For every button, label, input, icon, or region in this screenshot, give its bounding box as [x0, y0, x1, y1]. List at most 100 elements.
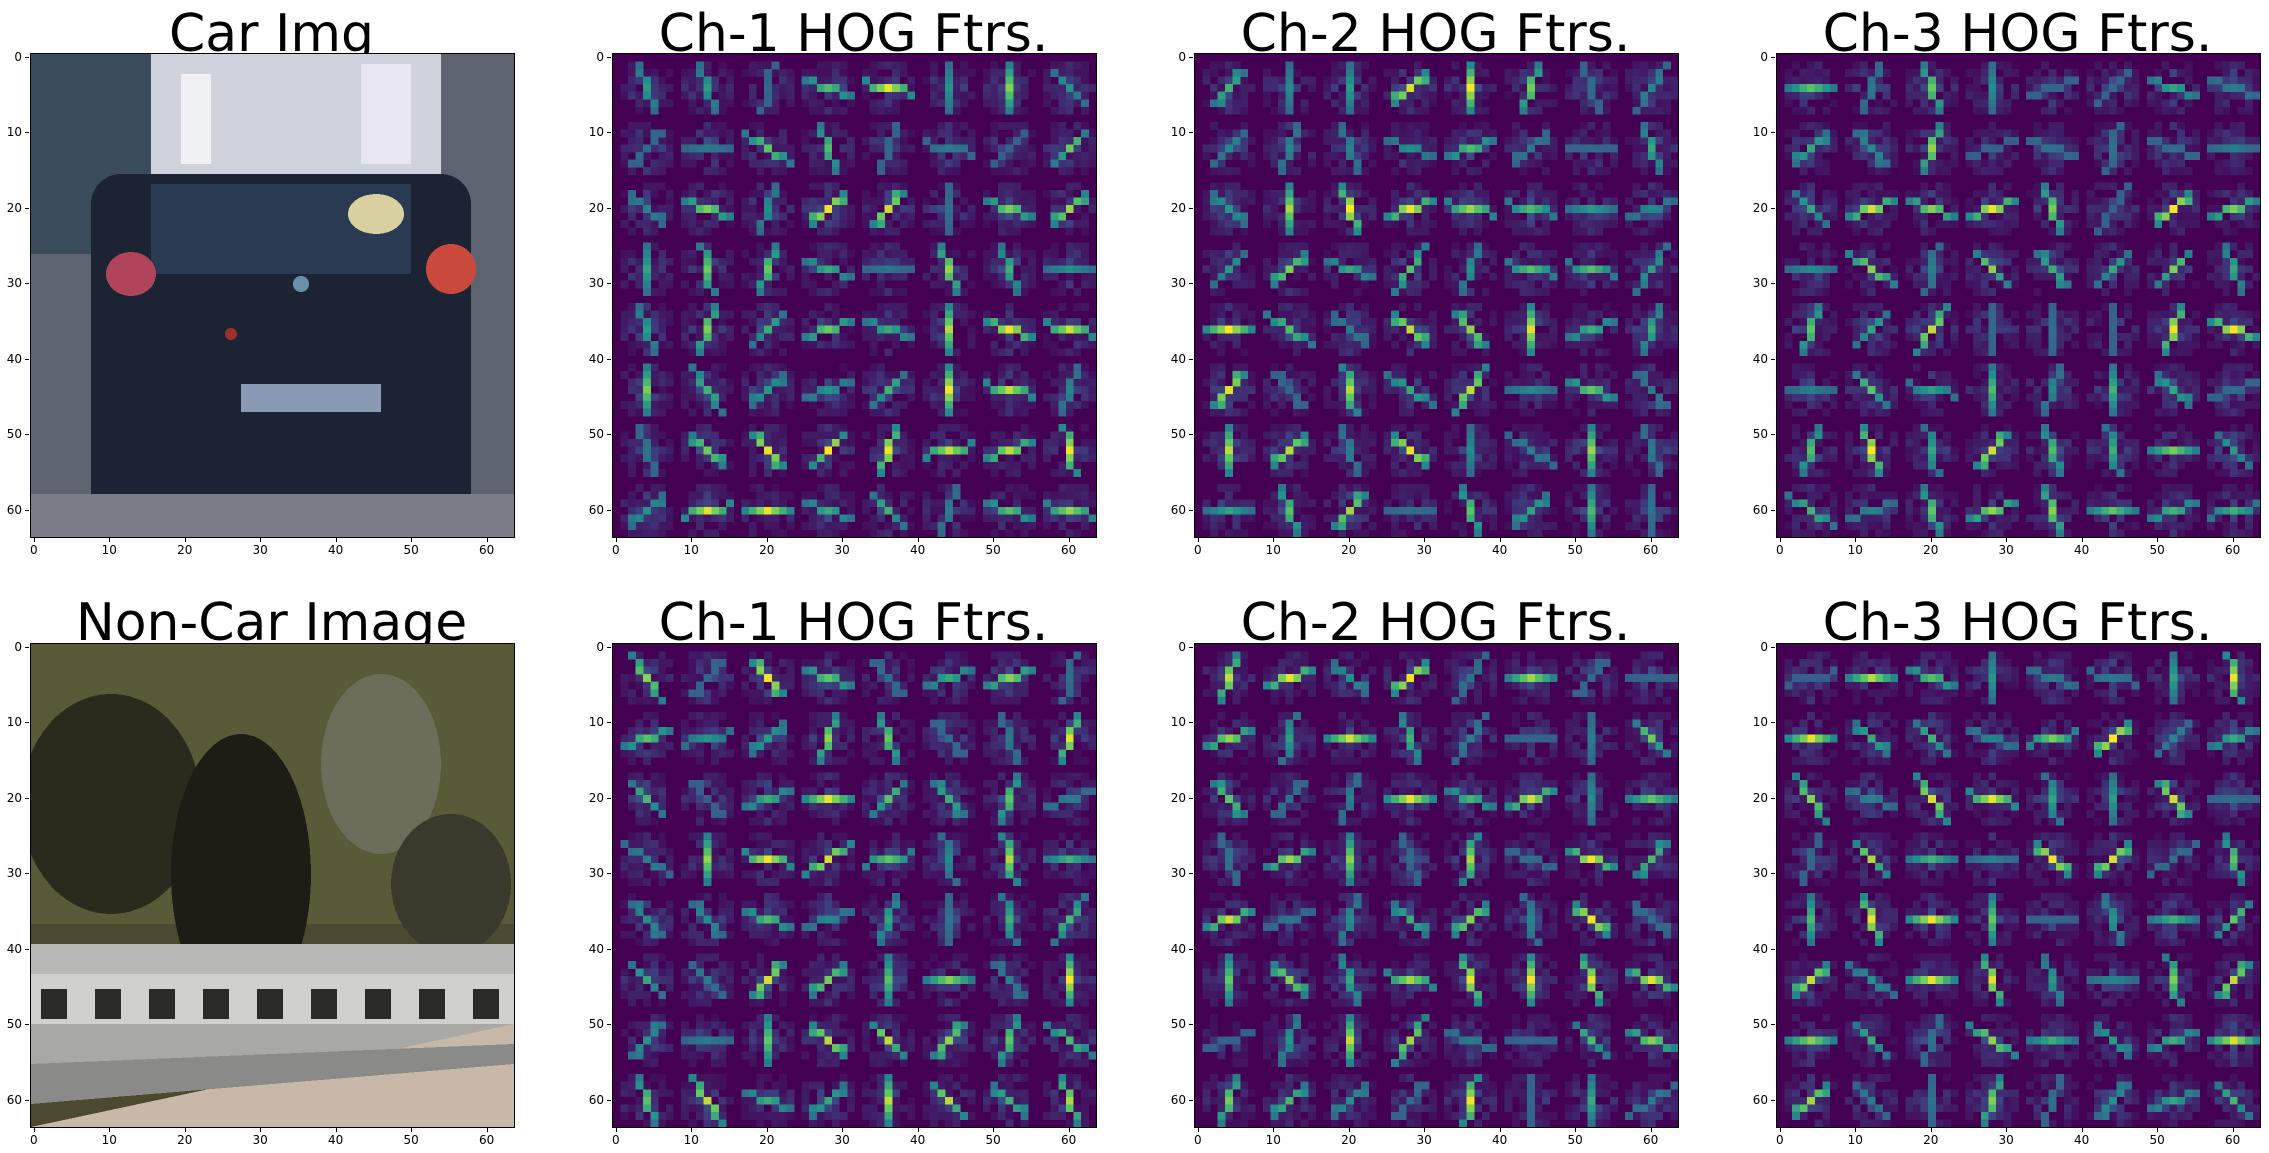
y-tick-label: 50 [588, 1017, 604, 1032]
x-tick-label: 30 [834, 543, 850, 557]
y-tick-label: 50 [6, 1017, 22, 1032]
x-tick-label: 40 [1492, 1133, 1508, 1147]
y-tick-mark [25, 132, 29, 134]
y-tick-label: 10 [1170, 715, 1186, 730]
x-tick-mark [2157, 1128, 2159, 1132]
x-tick-label: 0 [1775, 1133, 1784, 1147]
y-tick-label: 10 [1752, 125, 1768, 140]
y-tick-mark [25, 56, 29, 58]
x-tick-label: 40 [910, 1133, 926, 1147]
x-tick-mark [842, 538, 844, 542]
y-tick-label: 60 [1170, 502, 1186, 517]
y-tick-mark [607, 1024, 611, 1026]
x-tick-mark [109, 538, 111, 542]
x-tick-mark [109, 1128, 111, 1132]
x-tick-label: 0 [1193, 1133, 1202, 1147]
x-tick-label: 60 [1642, 543, 1659, 557]
x-tick-mark [2006, 538, 2008, 542]
x-tick-mark [1348, 538, 1350, 542]
y-tick-mark [1771, 358, 1775, 360]
y-tick-mark [25, 722, 29, 724]
x-tick-label: 10 [101, 543, 117, 557]
x-tick-label: 30 [252, 1133, 268, 1147]
y-tick-mark [25, 509, 29, 511]
x-tick-mark [1499, 538, 1501, 542]
x-tick-label: 10 [683, 543, 699, 557]
x-tick-label: 40 [2074, 543, 2090, 557]
y-tick-mark [607, 56, 611, 58]
x-tick-label: 30 [252, 543, 268, 557]
hog-plot [612, 53, 1097, 538]
hog-plot [1776, 643, 2261, 1128]
y-tick-mark [607, 283, 611, 285]
y-tick-label: 20 [6, 200, 22, 215]
x-tick-label: 0 [611, 543, 620, 557]
x-tick-mark [1779, 538, 1781, 542]
y-tick-label: 0 [1760, 639, 1768, 654]
y-tick-label: 60 [1752, 1092, 1768, 1107]
y-tick-mark [1189, 358, 1193, 360]
y-tick-mark [1771, 873, 1775, 875]
y-tick-mark [1189, 56, 1193, 58]
y-tick-mark [25, 646, 29, 648]
y-tick-label: 50 [1752, 427, 1768, 442]
x-tick-label: 60 [478, 1133, 495, 1147]
x-tick-mark [1068, 538, 1070, 542]
x-tick-mark [615, 538, 617, 542]
x-tick-label: 30 [1998, 1133, 2014, 1147]
hog-plot [1776, 53, 2261, 538]
x-tick-label: 20 [1341, 1133, 1357, 1147]
y-tick-label: 10 [588, 125, 604, 140]
x-tick-mark [1499, 1128, 1501, 1132]
y-tick-mark [25, 797, 29, 799]
x-tick-mark [1855, 1128, 1857, 1132]
x-tick-mark [184, 538, 186, 542]
x-tick-mark [691, 538, 693, 542]
x-tick-label: 20 [1923, 1133, 1939, 1147]
x-tick-label: 0 [611, 1133, 620, 1147]
y-tick-mark [25, 207, 29, 209]
y-tick-label: 20 [588, 200, 604, 215]
panel-title: Ch-1 HOG Ftrs. [658, 593, 1049, 653]
y-tick-mark [1189, 207, 1193, 209]
y-tick-label: 10 [1752, 715, 1768, 730]
y-tick-mark [1771, 1024, 1775, 1026]
y-tick-label: 0 [596, 49, 604, 64]
y-tick-label: 20 [1752, 200, 1768, 215]
x-tick-label: 40 [2074, 1133, 2090, 1147]
x-tick-mark [2157, 538, 2159, 542]
y-tick-label: 0 [1760, 49, 1768, 64]
y-tick-label: 60 [1170, 1092, 1186, 1107]
y-tick-label: 60 [588, 502, 604, 517]
y-tick-label: 30 [1752, 866, 1768, 881]
y-tick-mark [607, 646, 611, 648]
x-tick-mark [33, 1128, 35, 1132]
y-tick-label: 40 [588, 941, 604, 956]
panel-title: Ch-2 HOG Ftrs. [1240, 4, 1631, 64]
x-tick-mark [1930, 1128, 1932, 1132]
y-tick-label: 40 [6, 351, 22, 366]
y-tick-mark [607, 722, 611, 724]
x-tick-label: 30 [1998, 543, 2014, 557]
x-tick-mark [1930, 538, 1932, 542]
y-tick-label: 30 [1752, 276, 1768, 291]
x-tick-mark [917, 1128, 919, 1132]
x-tick-mark [1424, 1128, 1426, 1132]
x-tick-mark [1273, 1128, 1275, 1132]
y-tick-label: 0 [1178, 639, 1186, 654]
x-tick-mark [993, 1128, 995, 1132]
y-tick-mark [607, 1099, 611, 1101]
x-tick-mark [486, 538, 488, 542]
y-tick-mark [25, 434, 29, 436]
x-tick-label: 10 [1265, 543, 1281, 557]
y-tick-label: 40 [1170, 351, 1186, 366]
y-tick-label: 0 [14, 49, 22, 64]
y-tick-mark [1189, 132, 1193, 134]
x-tick-mark [842, 1128, 844, 1132]
y-tick-label: 30 [588, 866, 604, 881]
y-tick-mark [607, 797, 611, 799]
x-tick-mark [691, 1128, 693, 1132]
y-tick-mark [1771, 1099, 1775, 1101]
x-tick-label: 30 [834, 1133, 850, 1147]
x-tick-label: 50 [1567, 543, 1583, 557]
